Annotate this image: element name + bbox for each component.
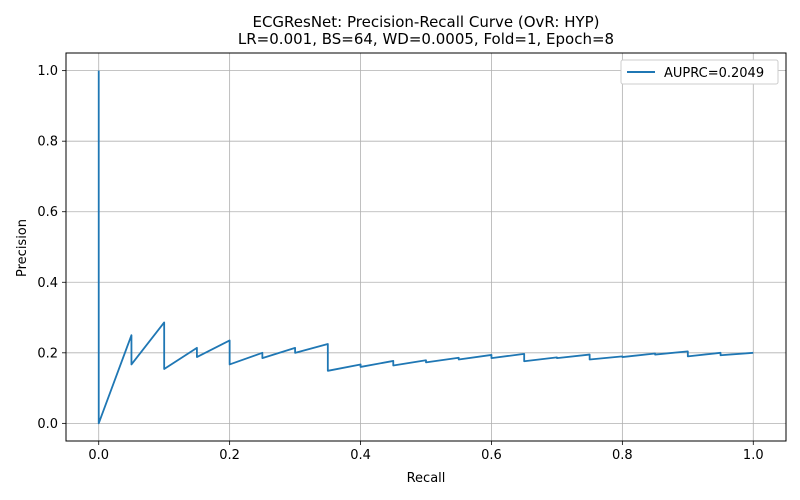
x-tick-label: 0.2 bbox=[219, 448, 240, 463]
y-tick-label: 0.0 bbox=[37, 417, 58, 432]
plot-series bbox=[97, 70, 754, 425]
y-tick-label: 1.0 bbox=[37, 64, 58, 79]
chart-subtitle: LR=0.001, BS=64, WD=0.0005, Fold=1, Epoc… bbox=[238, 30, 614, 48]
grid bbox=[66, 53, 786, 441]
y-axis-label: Precision bbox=[15, 219, 30, 277]
legend-box bbox=[620, 59, 779, 85]
x-tick-label: 0.8 bbox=[612, 448, 633, 463]
x-tick-label: 1.0 bbox=[743, 448, 764, 463]
plot-frame bbox=[65, 52, 787, 442]
y-tick-label: 0.4 bbox=[37, 276, 58, 291]
series-line-pr-curve bbox=[97, 70, 754, 425]
x-tick-label: 0.6 bbox=[481, 448, 502, 463]
legend-label: AUPRC=0.2049 bbox=[664, 66, 764, 81]
x-tick-label: 0.0 bbox=[88, 448, 109, 463]
legend: AUPRC=0.2049 bbox=[620, 59, 779, 85]
y-tick-label: 0.2 bbox=[37, 346, 58, 361]
chart-title: ECGResNet: Precision-Recall Curve (OvR: … bbox=[252, 13, 599, 31]
x-tick-label: 0.4 bbox=[350, 448, 371, 463]
y-tick-label: 0.8 bbox=[37, 135, 58, 150]
x-axis-label: Recall bbox=[407, 471, 446, 486]
y-tick-label: 0.6 bbox=[37, 205, 58, 220]
axis-ticks: 0.0 0.2 0.4 0.6 0.8 1.0 0.0 0.2 0.4 0.6 0.8 1.0 bbox=[37, 64, 763, 463]
